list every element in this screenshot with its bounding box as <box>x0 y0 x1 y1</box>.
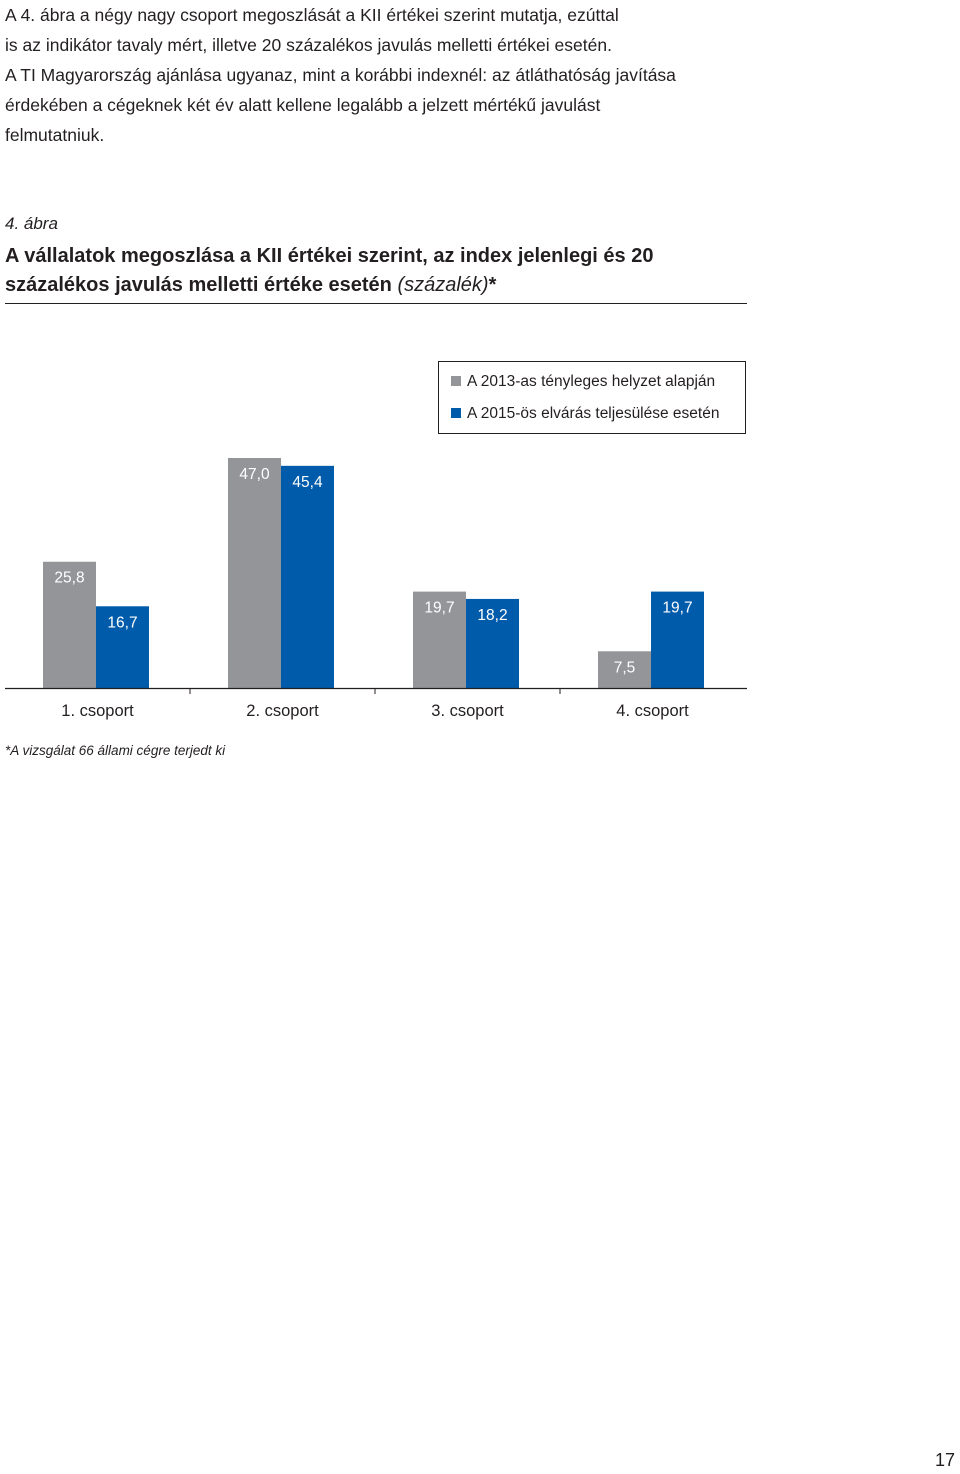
bar-2015-group-3 <box>466 598 519 688</box>
data-label-2015-group-3: 18,2 <box>477 607 507 624</box>
data-label-2015-group-2: 45,4 <box>292 474 323 491</box>
data-label-2013-group-3: 19,7 <box>424 600 454 617</box>
legend-label-2015: A 2015-ös elvárás teljesülése esetén <box>467 405 720 422</box>
bar-2015-group-1 <box>96 606 149 688</box>
figure-label: 4. ábra <box>5 214 58 233</box>
intro-line: A TI Magyarország ajánlása ugyanaz, mint… <box>5 65 676 85</box>
intro-line: felmutatniuk. <box>5 125 105 145</box>
data-label-2013-group-4: 7,5 <box>614 659 636 676</box>
legend-item-2015: A 2015-ös elvárás teljesülése esetén <box>451 405 719 423</box>
data-label-2015-group-1: 16,7 <box>107 614 137 631</box>
data-label-2013-group-1: 25,8 <box>54 570 84 587</box>
bar-2013-group-3 <box>413 591 466 688</box>
legend-item-2013: A 2013-as tényleges helyzet alapján <box>451 373 715 391</box>
figure-title-text: A vállalatok megoszlása a KII értékei sz… <box>5 245 654 296</box>
bar-2015-group-2 <box>281 465 334 688</box>
bar-chart: 25,8 16,7 1. csoport 47,0 45,4 2. csoport 19,7… <box>5 458 747 720</box>
figure-title-asterisk: * <box>488 274 497 296</box>
legend-swatch-blue <box>451 408 461 418</box>
intro-line: A 4. ábra a négy nagy csoport megoszlásá… <box>5 5 619 25</box>
figure-title-unit: (százalék) <box>397 274 489 296</box>
page-number: 17 <box>934 1450 955 1470</box>
legend-label-2013: A 2013-as tényleges helyzet alapján <box>467 373 716 390</box>
intro-line: érdekében a cégeknek két év alatt kellen… <box>5 95 601 115</box>
chart-legend: A 2013-as tényleges helyzet alapján A 20… <box>438 361 746 434</box>
bar-2013-group-4 <box>598 651 651 688</box>
bar-2015-group-4 <box>651 591 704 688</box>
data-label-2015-group-4: 19,7 <box>662 600 692 617</box>
data-label-2013-group-2: 47,0 <box>239 466 270 483</box>
x-tick-label: 2. csoport <box>246 702 319 720</box>
figure-title: A vállalatok megoszlása a KII értékei sz… <box>5 242 747 300</box>
x-tick-label: 4. csoport <box>616 702 689 720</box>
bar-2013-group-2 <box>228 458 281 688</box>
intro-line: is az indikátor tavaly mért, illetve 20 … <box>5 35 612 55</box>
x-tick-label: 1. csoport <box>61 702 134 720</box>
title-rule <box>5 303 747 304</box>
legend-swatch-gray <box>451 376 461 386</box>
bar-2013-group-1 <box>43 561 96 688</box>
x-tick-label: 3. csoport <box>431 702 504 720</box>
chart-footnote: *A vizsgálat 66 állami cégre terjedt ki <box>5 743 226 758</box>
intro-paragraph: A 4. ábra a négy nagy csoport megoszlásá… <box>5 0 750 150</box>
